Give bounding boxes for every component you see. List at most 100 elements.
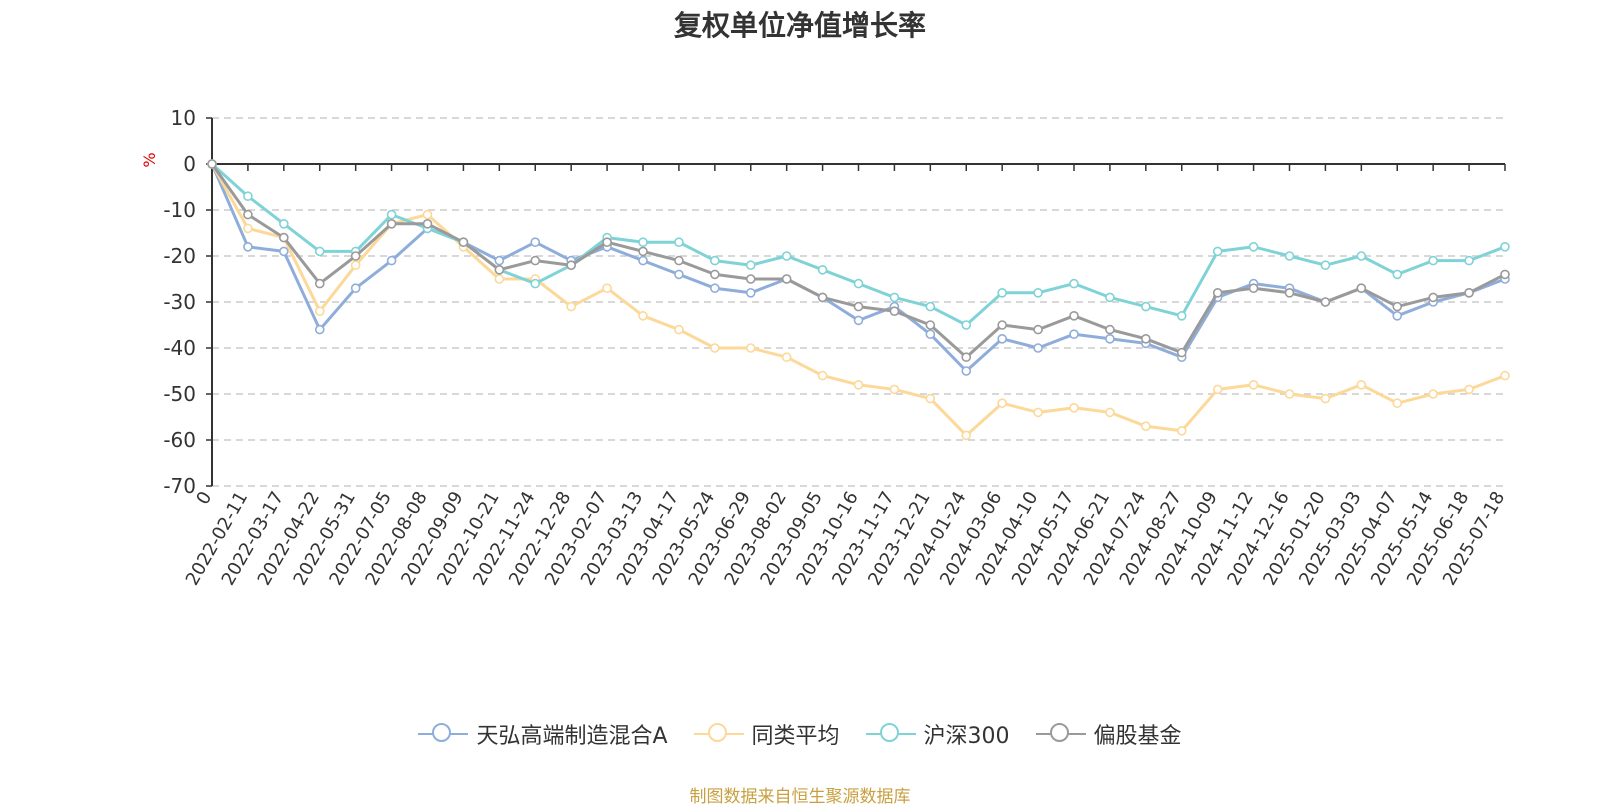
series-point-2 xyxy=(997,287,1007,298)
series-point-2 xyxy=(530,278,541,289)
chart-title: 复权单位净值增长率 xyxy=(673,9,926,42)
series-point-1 xyxy=(1356,379,1367,390)
series-point-3 xyxy=(745,274,756,284)
series-point-2 xyxy=(710,255,720,266)
series-point-3 xyxy=(1069,310,1079,321)
series-point-3 xyxy=(1320,297,1331,307)
series-point-1 xyxy=(1176,425,1187,436)
series-point-2 xyxy=(674,237,684,247)
series-point-1 xyxy=(997,398,1007,409)
series-point-3 xyxy=(314,278,325,289)
series-point-2 xyxy=(1320,260,1331,271)
series-point-3 xyxy=(817,292,828,303)
series-point-3 xyxy=(350,251,361,261)
series-layer xyxy=(207,159,1510,441)
series-point-1 xyxy=(1105,407,1115,418)
legend-marker-icon xyxy=(418,722,469,746)
series-point-1 xyxy=(1464,384,1474,395)
series-point-2 xyxy=(1176,310,1187,321)
series-point-1 xyxy=(925,393,936,404)
series-point-3 xyxy=(1212,287,1223,298)
y-tick-label: -40 xyxy=(163,336,196,360)
series-point-1 xyxy=(422,209,433,220)
series-point-3 xyxy=(243,209,253,220)
series-point-1 xyxy=(1033,407,1043,418)
series-point-2 xyxy=(1356,251,1367,261)
legend-label: 天弘高端制造混合A xyxy=(476,724,668,749)
series-point-1 xyxy=(781,352,792,363)
y-tick-label: 0 xyxy=(183,152,196,176)
series-point-1 xyxy=(745,343,756,353)
legend-item-2[interactable]: 沪深300 xyxy=(865,718,1010,750)
series-point-0 xyxy=(386,255,397,266)
series-point-1 xyxy=(1069,402,1079,413)
series-point-3 xyxy=(925,320,936,330)
series-point-1 xyxy=(243,223,253,234)
series-point-0 xyxy=(997,333,1007,344)
series-point-3 xyxy=(1176,347,1187,358)
series-point-1 xyxy=(853,379,864,390)
series-point-0 xyxy=(1033,343,1043,353)
series-point-1 xyxy=(494,274,505,284)
series-point-3 xyxy=(458,237,469,247)
x-tick-label: 0 xyxy=(192,488,216,508)
series-line-2 xyxy=(210,162,1506,327)
series-point-2 xyxy=(1248,242,1259,252)
series-point-1 xyxy=(889,384,900,395)
series-point-2 xyxy=(781,251,792,261)
series-point-3 xyxy=(961,352,972,363)
series-point-1 xyxy=(817,370,828,381)
series-point-3 xyxy=(674,255,684,266)
legend-item-1[interactable]: 同类平均 xyxy=(693,718,840,750)
series-point-1 xyxy=(710,343,720,353)
series-point-1 xyxy=(1284,389,1295,399)
source-note: 制图数据来自恒生聚源数据库 xyxy=(689,787,911,807)
y-tick-label: -30 xyxy=(163,290,196,314)
series-point-1 xyxy=(314,306,325,317)
series-point-0 xyxy=(314,324,325,335)
series-point-1 xyxy=(350,260,361,271)
series-point-3 xyxy=(1105,324,1115,335)
y-tick-label: -10 xyxy=(163,198,196,222)
legend-marker-icon xyxy=(693,722,744,746)
series-point-0 xyxy=(745,287,756,298)
series-point-3 xyxy=(1141,333,1151,344)
series-point-1 xyxy=(1320,393,1331,404)
series-point-2 xyxy=(853,278,864,289)
y-tick-label: -20 xyxy=(163,244,196,268)
y-tick-label: -50 xyxy=(163,382,196,406)
legend-label: 同类平均 xyxy=(751,724,840,749)
series-point-3 xyxy=(494,264,505,275)
series-point-0 xyxy=(1105,333,1115,344)
series-point-2 xyxy=(1428,255,1438,266)
series-point-2 xyxy=(817,264,828,275)
series-point-3 xyxy=(1356,283,1367,294)
series-point-2 xyxy=(386,209,397,220)
series-point-3 xyxy=(386,219,397,229)
series-point-1 xyxy=(602,283,612,294)
series-point-2 xyxy=(1500,242,1510,252)
legend-item-3[interactable]: 偏股基金 xyxy=(1035,718,1182,750)
series-point-3 xyxy=(1033,324,1043,335)
series-point-2 xyxy=(1212,246,1223,257)
legend-item-0[interactable]: 天弘高端制造混合A xyxy=(418,718,668,750)
series-point-0 xyxy=(279,246,289,257)
series-point-0 xyxy=(638,255,648,266)
series-point-3 xyxy=(1428,292,1438,303)
series-point-1 xyxy=(1141,421,1151,432)
series-point-1 xyxy=(1428,389,1438,399)
series-point-2 xyxy=(889,292,900,303)
series-point-2 xyxy=(925,301,936,312)
series-point-3 xyxy=(422,219,433,229)
series-point-3 xyxy=(1392,301,1403,312)
series-point-2 xyxy=(243,191,253,201)
series-point-3 xyxy=(853,301,864,312)
series-point-1 xyxy=(1248,379,1259,390)
y-axis-label: % xyxy=(140,152,159,167)
series-point-1 xyxy=(566,301,576,312)
series-point-0 xyxy=(243,242,253,252)
series-point-2 xyxy=(745,260,756,271)
series-line-0 xyxy=(210,163,1506,373)
legend: 天弘高端制造混合A 同类平均 沪深300 偏股基金 xyxy=(0,718,1600,750)
series-point-0 xyxy=(710,283,720,294)
